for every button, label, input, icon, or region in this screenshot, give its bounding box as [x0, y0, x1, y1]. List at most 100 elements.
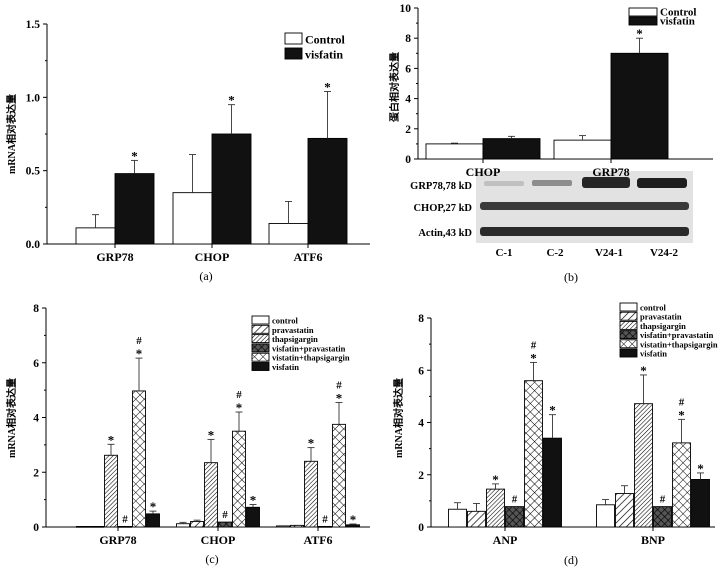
bar-control [448, 508, 467, 528]
y-tick-label: 2 [33, 467, 39, 479]
bar-visfatin [610, 52, 669, 160]
significance-star: * [228, 93, 235, 108]
bar-pravastatin [615, 493, 634, 528]
bar-thapsigargin [104, 454, 118, 528]
panel-d-label: (d) [564, 553, 578, 567]
significance-hash: # [322, 513, 328, 525]
y-tick-label: 2 [405, 124, 411, 136]
y-tick-label: 2 [418, 470, 424, 482]
blot-band-actin [480, 227, 689, 236]
significance-hash: # [679, 396, 685, 408]
y-tick-label: 1.0 [26, 92, 41, 104]
western-blot: GRP78,78 kD CHOP,27 kD Actin,43 kD C-1 C… [410, 171, 693, 259]
bar-vistatin-thapsigargin [332, 423, 346, 528]
legend-label: vistatin+thapsigargin [272, 353, 350, 363]
bar-vistatin-thapsigargin [524, 380, 543, 528]
significance-star: * [336, 390, 343, 405]
bar-control [425, 143, 484, 160]
chart-d: 02468ANP*#*#*BNP*#*#*controlpravastatint… [418, 303, 718, 548]
bar-pravastatin [290, 524, 304, 528]
y-tick-label: 10 [400, 3, 412, 15]
chart-a: 0.0 0.5 1.0 1.5 GRP78 * CHOP * ATF6 * Controlvisfa… [26, 19, 370, 264]
bar-visfatin [543, 437, 562, 528]
bar-visfatin [211, 133, 252, 245]
x-tick-label: GRP78 [592, 165, 629, 179]
panel-c-ylabel: mRNA相对表达量 [5, 378, 18, 458]
legend-swatch [619, 320, 638, 330]
bar-visfatin [307, 137, 348, 245]
significance-star: * [678, 407, 685, 422]
legend-swatch [619, 330, 638, 340]
legend-label: visfatin+pravastatin [640, 330, 714, 340]
charts-layer: 0.00.51.01.5GRP78*CHOP*ATF6*Controlvisfa… [26, 3, 718, 547]
legend-label: visfatin [272, 362, 299, 372]
y-tick-label: 6 [405, 63, 411, 75]
legend-swatch [251, 352, 270, 362]
bar-control [553, 139, 612, 160]
significance-hash: # [531, 339, 537, 351]
bar-visfatin [114, 173, 155, 245]
x-tick-label: GRP78 [96, 250, 133, 264]
bar-control [75, 227, 116, 245]
significance-star: * [492, 472, 499, 487]
significance-star: * [636, 26, 643, 41]
y-tick-label: 8 [405, 33, 411, 45]
bar-vistatin-thapsigargin [232, 430, 246, 528]
blot-lane-label: V24-2 [650, 247, 679, 259]
legend-swatch [251, 315, 270, 325]
legend-label: pravastatin [272, 325, 314, 335]
bar-visfatin-pravastatin [653, 506, 672, 528]
legend-swatch [619, 311, 638, 321]
bar-control [268, 223, 309, 245]
legend-swatch [284, 32, 303, 45]
panel-a-ylabel: mRNA相对表达量 [5, 94, 18, 174]
significance-star: * [150, 499, 157, 514]
legend-swatch [628, 16, 658, 26]
blot-row-label-grp78: GRP78,78 kD [410, 181, 472, 192]
panel-d-ylabel: mRNA相对表达量 [392, 378, 405, 458]
significance-hash: # [336, 379, 342, 391]
significance-hash: # [222, 509, 228, 521]
blot-band-chop [480, 202, 689, 210]
significance-hash: # [136, 335, 142, 347]
bar-visfatin-pravastatin [505, 506, 524, 528]
y-tick-label: 4 [418, 418, 424, 430]
x-tick-label: CHOP [195, 250, 230, 264]
significance-star: * [530, 350, 537, 365]
significance-star: * [308, 436, 315, 451]
bar-pravastatin [90, 526, 104, 528]
significance-star: * [236, 400, 243, 415]
legend-label: control [272, 316, 298, 326]
y-tick-label: 4 [33, 413, 39, 425]
y-tick-label: 0 [405, 154, 411, 166]
significance-star: * [324, 79, 331, 94]
bar-visfatin [691, 479, 710, 528]
legend-swatch [619, 339, 638, 349]
significance-star: * [136, 346, 143, 361]
significance-star: * [549, 403, 556, 418]
panel-b-label: (b) [564, 270, 578, 284]
significance-star: * [250, 493, 257, 508]
legend-label: control [640, 303, 666, 313]
significance-hash: # [236, 389, 242, 401]
significance-star: * [108, 432, 115, 447]
bar-thapsigargin [486, 488, 505, 528]
y-tick-label: 6 [418, 365, 424, 377]
chart-c: 02468GRP78*#*#*CHOP*#*#*ATF6*#*#*control… [33, 303, 370, 547]
bar-control [76, 526, 90, 528]
legend-label: Control [660, 7, 696, 19]
x-tick-label: ATF6 [293, 250, 322, 264]
significance-hash: # [660, 494, 666, 506]
y-tick-label: 0.0 [26, 239, 41, 251]
panel-b-ylabel: 蛋白相对表达量 [388, 52, 401, 122]
bar-visfatin-pravastatin [318, 526, 332, 528]
panel-a-label: (a) [199, 269, 212, 283]
legend-swatch [628, 7, 658, 17]
bar-visfatin-pravastatin [118, 526, 132, 528]
y-tick-label: 8 [418, 313, 424, 325]
legend-swatch [251, 362, 270, 371]
significance-star: * [131, 148, 138, 163]
bar-thapsigargin [304, 460, 318, 528]
x-tick-label: ANP [493, 533, 518, 547]
bar-pravastatin [190, 521, 204, 528]
